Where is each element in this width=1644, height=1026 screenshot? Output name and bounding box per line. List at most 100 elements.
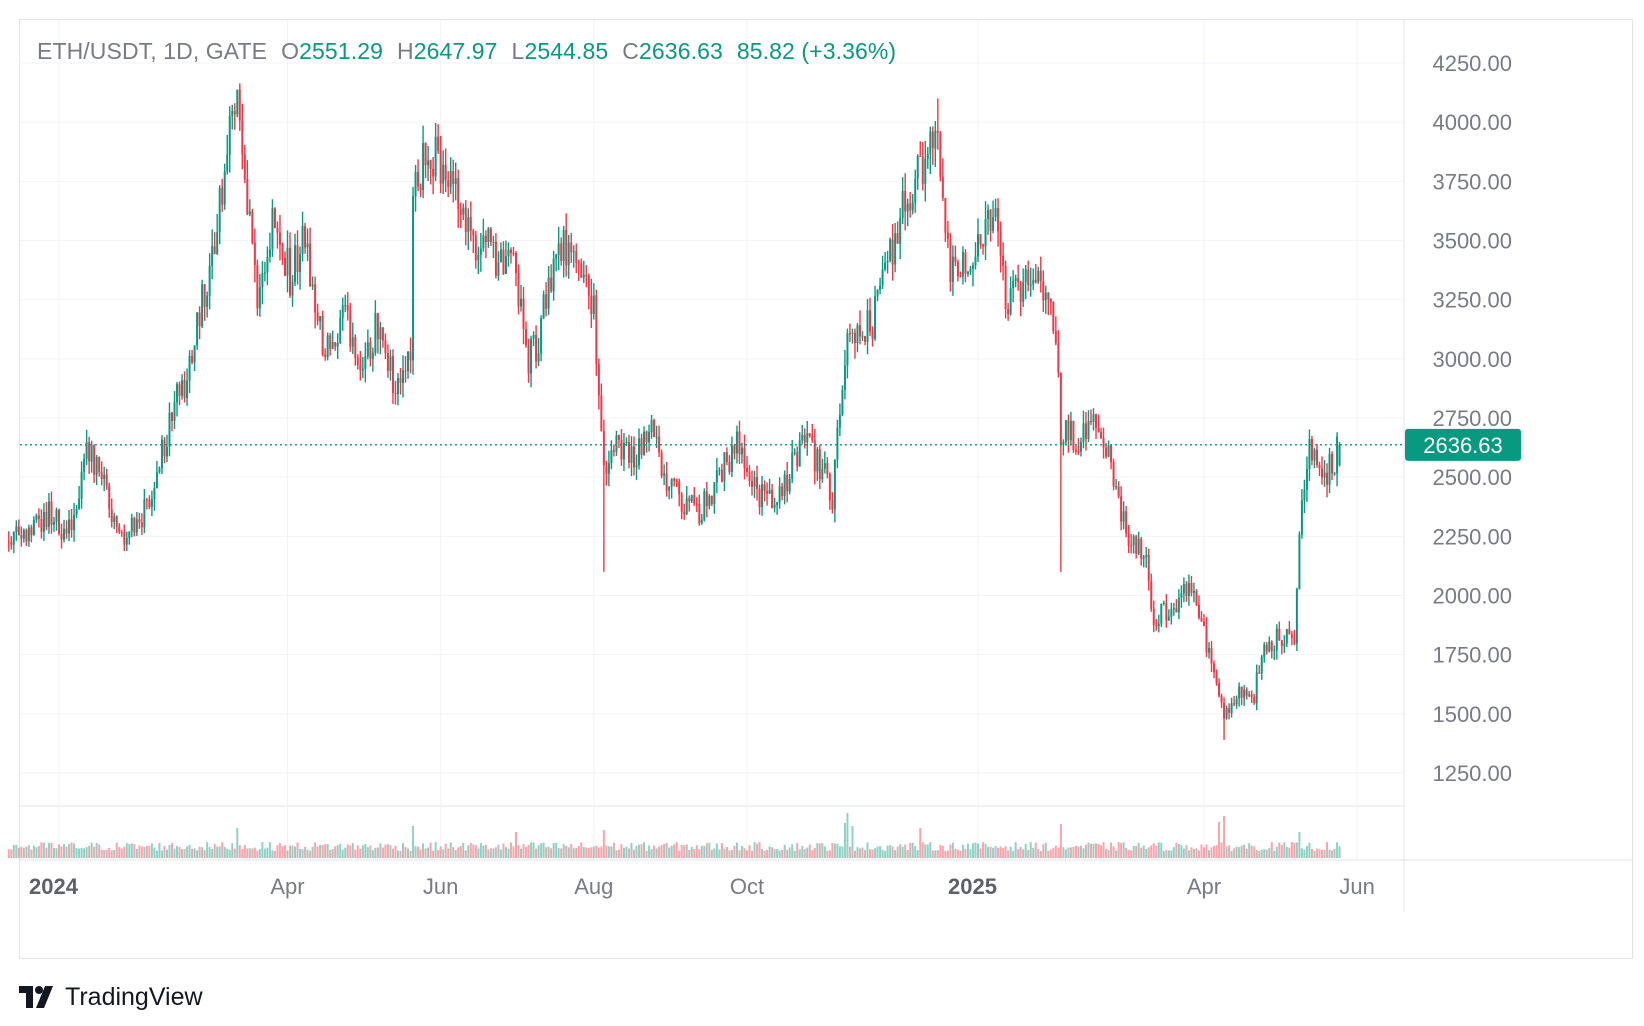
volume-bar <box>449 842 452 858</box>
candle <box>1248 691 1251 698</box>
candle <box>78 485 81 510</box>
candle <box>879 277 882 295</box>
volume-bar <box>160 850 163 858</box>
volume-bar <box>969 849 972 858</box>
volume-bar <box>1042 844 1045 858</box>
volume-bar <box>705 843 708 858</box>
volume-bar <box>663 843 666 858</box>
candle <box>361 356 364 378</box>
candle <box>982 243 985 255</box>
volume-bar <box>384 844 387 858</box>
candle <box>979 234 982 249</box>
candle-body <box>874 296 877 339</box>
candle <box>1195 589 1198 607</box>
candle-body <box>115 516 118 527</box>
candle <box>299 246 302 290</box>
volume-bar <box>351 843 354 858</box>
volume-bar <box>100 849 103 858</box>
candle-body <box>670 478 673 487</box>
price-chart[interactable]: 1250.001500.001750.002000.002250.002500.… <box>0 0 1644 965</box>
candle-body <box>831 500 834 510</box>
volume-bar <box>660 845 663 858</box>
candle-body <box>304 226 307 248</box>
candle-body <box>98 456 101 473</box>
candle <box>273 207 276 229</box>
volume-bar <box>125 843 128 858</box>
candle <box>906 198 909 227</box>
candle-body <box>823 463 826 469</box>
volume-bar <box>1265 849 1268 858</box>
volume-bar <box>1069 847 1072 858</box>
candle <box>256 259 259 316</box>
candle <box>414 165 417 212</box>
candle-body <box>263 272 266 274</box>
candle-body <box>745 467 748 472</box>
volume-bar <box>896 846 899 858</box>
candle-body <box>243 154 246 179</box>
candle-body <box>1180 593 1183 598</box>
volume-bar <box>248 848 251 858</box>
candle <box>992 200 995 234</box>
volume-bar <box>971 843 974 858</box>
candle <box>163 437 166 464</box>
candle <box>602 419 605 572</box>
candle <box>1107 440 1110 458</box>
volume-bar <box>997 847 1000 858</box>
volume-bar <box>811 850 814 858</box>
volume-bar <box>956 849 959 858</box>
candle-body <box>557 243 560 255</box>
candle-body <box>88 442 91 462</box>
candle <box>1230 697 1233 718</box>
candle-body <box>90 445 93 462</box>
tradingview-brand[interactable]: TradingView <box>19 980 203 1014</box>
volume-bar <box>331 848 334 858</box>
candle <box>268 232 271 263</box>
volume-bar <box>482 845 485 858</box>
candle <box>306 228 309 262</box>
candle <box>1260 654 1263 680</box>
candle <box>748 464 751 487</box>
candle-body <box>504 256 507 274</box>
candle <box>1338 442 1341 467</box>
candle <box>1180 585 1183 608</box>
x-tick-label: Jun <box>423 874 458 899</box>
volume-bar <box>1097 843 1100 858</box>
y-tick-label: 3750.00 <box>1432 169 1512 194</box>
volume-bar <box>884 850 887 858</box>
candle <box>55 507 58 531</box>
volume-bar <box>329 849 332 858</box>
candle <box>417 159 420 192</box>
candle <box>919 141 922 158</box>
candle-body <box>1336 436 1339 474</box>
volume-bar <box>1125 847 1128 858</box>
candle <box>703 488 706 522</box>
volume-bar <box>391 848 394 858</box>
candle-body <box>336 343 339 347</box>
candle <box>708 493 711 510</box>
candle <box>499 242 502 263</box>
candle-body <box>1288 629 1291 635</box>
candle-body <box>447 180 450 187</box>
candle <box>201 279 204 329</box>
candle-body <box>959 276 962 278</box>
candle <box>530 335 533 388</box>
candle-body <box>374 313 377 353</box>
volume-bar <box>984 843 987 858</box>
candle-body <box>346 305 349 311</box>
volume-bar <box>369 845 372 858</box>
volume-bar <box>211 849 214 858</box>
volume-bar <box>1027 849 1030 858</box>
candle-body <box>914 178 917 203</box>
volume-bar <box>178 847 181 858</box>
candle <box>1057 330 1060 378</box>
volume-bar <box>389 845 392 858</box>
candle-body <box>1155 625 1158 627</box>
candle-body <box>459 208 462 215</box>
volume-bar <box>680 844 683 858</box>
candle-body <box>1333 473 1336 475</box>
candle <box>1047 292 1050 316</box>
volume-bar <box>233 848 236 858</box>
candle-body <box>678 481 681 495</box>
candle <box>828 472 831 510</box>
candle-body <box>1172 608 1175 610</box>
